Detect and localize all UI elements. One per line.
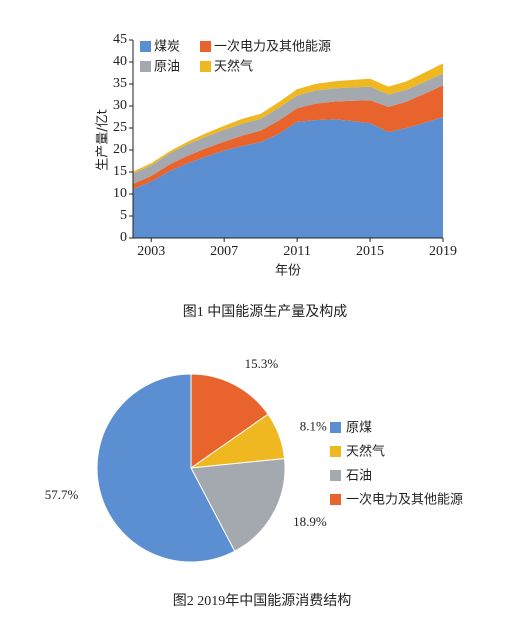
caption: 图1 中国能源生产量及构成 xyxy=(183,304,348,320)
y-tick-label: 20 xyxy=(113,142,127,157)
y-tick-label: 40 xyxy=(113,54,127,69)
legend-label: 石油 xyxy=(346,469,372,484)
legend-swatch xyxy=(200,61,211,72)
data-label: 15.3% xyxy=(245,356,279,371)
legend-label: 原煤 xyxy=(346,421,372,436)
pie-slice xyxy=(190,373,269,469)
legend-swatch xyxy=(140,41,151,52)
pie-slice xyxy=(96,373,236,563)
data-label: 8.1% xyxy=(300,419,327,434)
legend-swatch xyxy=(200,41,211,52)
legend-swatch xyxy=(330,422,341,433)
legend-label: 原油 xyxy=(154,60,180,75)
legend-swatch xyxy=(330,470,341,481)
y-tick-label: 5 xyxy=(120,208,127,223)
y-axis-label: 生产量/亿t xyxy=(96,109,111,170)
data-label: 57.7% xyxy=(45,487,79,502)
x-axis-label: 年份 xyxy=(275,264,301,279)
x-tick-label: 2019 xyxy=(429,244,457,259)
legend-label: 一次电力及其他能源 xyxy=(346,492,463,508)
y-tick-label: 25 xyxy=(113,120,127,135)
x-tick-label: 2015 xyxy=(356,244,384,259)
x-tick-label: 2007 xyxy=(210,244,238,259)
y-tick-label: 15 xyxy=(113,164,127,179)
x-tick-label: 2011 xyxy=(283,244,310,259)
area xyxy=(133,117,443,238)
y-tick-label: 0 xyxy=(120,230,127,245)
y-tick-label: 35 xyxy=(113,76,127,91)
legend-label: 天然气 xyxy=(346,444,385,460)
legend-swatch xyxy=(330,446,341,457)
legend-swatch xyxy=(330,494,341,505)
x-tick-label: 2003 xyxy=(137,244,165,259)
legend-label: 一次电力及其他能源 xyxy=(214,39,331,55)
caption: 图2 2019年中国能源消费结构 xyxy=(173,593,352,609)
y-tick-label: 45 xyxy=(113,32,127,47)
y-tick-label: 10 xyxy=(113,186,127,201)
legend-swatch xyxy=(140,61,151,72)
legend-label: 煤炭 xyxy=(154,40,180,55)
area xyxy=(133,85,443,190)
legend-label: 天然气 xyxy=(214,59,253,75)
pie-slice xyxy=(190,458,286,552)
y-tick-label: 30 xyxy=(113,98,127,113)
data-label: 18.9% xyxy=(293,514,327,529)
